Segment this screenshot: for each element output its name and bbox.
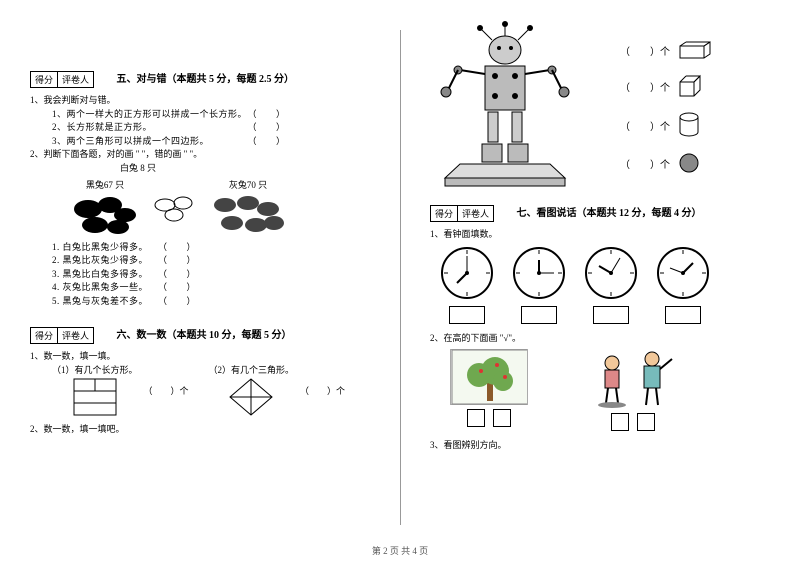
clock1-col	[440, 246, 494, 324]
white-rabbit-label: 白兔 8 只	[120, 162, 380, 176]
shape-count-list: （ ）个 （ ）个 （ ）个 （ ）个	[620, 40, 712, 174]
s6-q1a: （1）有几个长方形。	[52, 364, 138, 378]
s5-q1b: 2、长方形就是正方形。 （ ）	[52, 121, 380, 135]
s5-q1c: 3、两个三角形可以拼成一个四边形。 （ ）	[52, 135, 380, 149]
s7-q3: 3、看图辨别方向。	[430, 439, 780, 453]
cube-icon	[678, 74, 704, 98]
cube-count: （ ）个	[620, 74, 712, 98]
clock3-answer[interactable]	[593, 306, 629, 324]
gray-rabbit-label: 灰兔70 只	[229, 179, 267, 193]
section5-header: 得分 评卷人 五、对与错（本题共 5 分，每题 2.5 分）	[30, 70, 380, 88]
cuboid-count: （ ）个	[620, 40, 712, 60]
clock2-col	[512, 246, 566, 324]
clock3-icon	[584, 246, 638, 300]
score-box-7: 得分 评卷人	[430, 205, 494, 222]
s5-j2: 2. 黑兔比灰兔少得多。 （ ）	[52, 254, 380, 268]
rectangles-icon	[72, 377, 118, 417]
s5-q1: 1、我会判断对与错。	[30, 94, 380, 108]
triangles-icon	[228, 377, 274, 417]
cylinder-icon	[678, 112, 700, 138]
score-label-7: 得分	[431, 206, 458, 221]
bracket3: （ ）个	[620, 118, 670, 133]
tree-box1[interactable]	[467, 409, 485, 427]
tree-box2[interactable]	[493, 409, 511, 427]
gray-rabbits-icon	[210, 193, 286, 237]
s5-j4: 4. 灰兔比黑兔多一些。 （ ）	[52, 281, 380, 295]
cuboid-icon	[678, 40, 712, 60]
clock1-answer[interactable]	[449, 306, 485, 324]
s7-q1: 1、看钟面填数。	[430, 228, 780, 242]
black-rabbit-label: 黑兔67 只	[86, 179, 124, 193]
score-label: 得分	[31, 72, 58, 87]
rabbit-images-row: 黑兔67 只 灰兔70 只	[70, 179, 380, 237]
blank1: （ ）个	[144, 384, 189, 397]
clock2-icon	[512, 246, 566, 300]
left-page: 得分 评卷人 五、对与错（本题共 5 分，每题 2.5 分） 1、我会判断对与错…	[0, 0, 400, 565]
people-box2[interactable]	[637, 413, 655, 431]
robot-icon	[430, 20, 580, 190]
s5-q2: 2、判断下面各题，对的画 " "，错的画 " "。	[30, 148, 380, 162]
clock4-icon	[656, 246, 710, 300]
tree-image	[450, 349, 528, 405]
tree-col	[450, 349, 528, 431]
clock-row	[440, 246, 780, 324]
sphere-icon	[678, 152, 700, 174]
score-box: 得分 评卷人	[30, 71, 94, 88]
s6-q1: 1、数一数，填一填。	[30, 350, 380, 364]
s5-j1: 1. 白兔比黑兔少得多。 （ ）	[52, 241, 380, 255]
people-col	[588, 349, 678, 431]
cylinder-count: （ ）个	[620, 112, 712, 138]
robot-area: （ ）个 （ ）个 （ ）个 （ ）个	[430, 20, 780, 190]
sphere-count: （ ）个	[620, 152, 712, 174]
s7-q2: 2、在高的下面画 "√"。	[430, 332, 780, 346]
section6-header: 得分 评卷人 六、数一数（本题共 10 分，每题 5 分）	[30, 326, 380, 344]
s6-shapes-row: （1）有几个长方形。 （ ）个 （2）有几个三角形。 （ ）个	[52, 364, 380, 418]
grader-label: 评卷人	[58, 72, 93, 87]
score-box-6: 得分 评卷人	[30, 327, 94, 344]
people-image	[588, 349, 678, 409]
s5-q1a: 1、两个一样大的正方形可以拼成一个长方形。 （ ）	[52, 108, 380, 122]
grader-label-7: 评卷人	[458, 206, 493, 221]
page-footer: 第 2 页 共 4 页	[0, 544, 800, 557]
blank2: （ ）个	[300, 384, 345, 397]
clock4-col	[656, 246, 710, 324]
section7-header: 得分 评卷人 七、看图说话（本题共 12 分，每题 4 分）	[430, 204, 780, 222]
section6-title: 六、数一数（本题共 10 分，每题 5 分）	[117, 326, 292, 341]
clock3-col	[584, 246, 638, 324]
s5-j5: 5. 黑兔与灰兔差不多。 （ ）	[52, 295, 380, 309]
white-rabbits-icon	[150, 193, 200, 223]
clock4-answer[interactable]	[665, 306, 701, 324]
s5-j3: 3. 黑兔比白兔多得多。 （ ）	[52, 268, 380, 282]
section5-title: 五、对与错（本题共 5 分，每题 2.5 分）	[117, 70, 295, 85]
grader-label-6: 评卷人	[58, 328, 93, 343]
score-label-6: 得分	[31, 328, 58, 343]
bracket1: （ ）个	[620, 43, 670, 58]
clock1-icon	[440, 246, 494, 300]
bracket2: （ ）个	[620, 79, 670, 94]
clock2-answer[interactable]	[521, 306, 557, 324]
s6-q1b: （2）有几个三角形。	[209, 364, 295, 378]
black-rabbits-icon	[70, 193, 140, 237]
right-page: （ ）个 （ ）个 （ ）个 （ ）个 得分 评卷人 七、看图说话（本题共 12…	[400, 0, 800, 565]
people-box1[interactable]	[611, 413, 629, 431]
section7-title: 七、看图说话（本题共 12 分，每题 4 分）	[517, 204, 702, 219]
bracket4: （ ）个	[620, 156, 670, 171]
s6-q2: 2、数一数，填一填吧。	[30, 423, 380, 437]
height-compare-row	[450, 349, 780, 431]
